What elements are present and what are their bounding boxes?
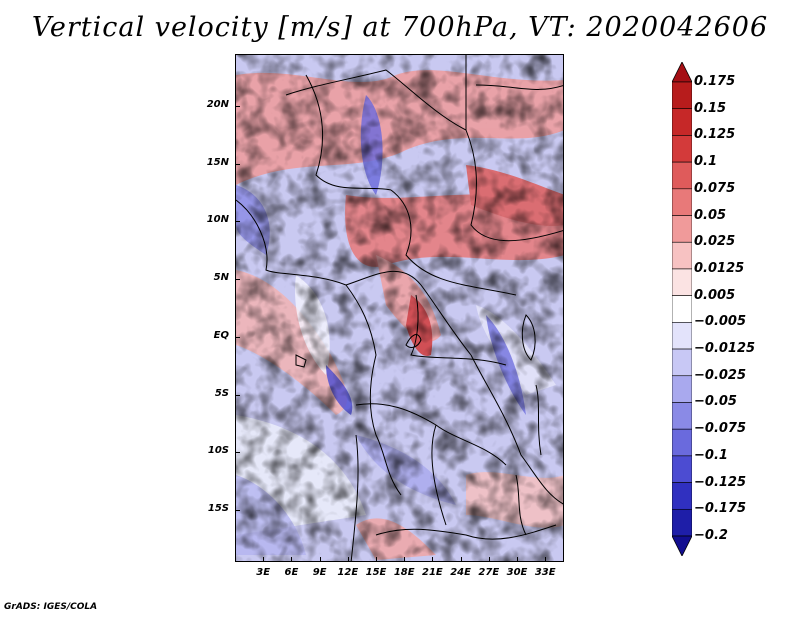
lon-tick-label: 15E xyxy=(365,567,387,578)
colorbar-segment xyxy=(672,268,692,296)
lon-tick-mark xyxy=(404,557,406,562)
map-panel xyxy=(235,54,564,562)
lat-tick-label: 5N xyxy=(213,272,229,284)
lat-tick-mark xyxy=(235,163,240,165)
colorbar-segment xyxy=(672,455,692,483)
colorbar-segment xyxy=(672,322,692,350)
lon-tick-mark xyxy=(376,557,377,562)
colorbar-segment xyxy=(672,375,692,403)
colorbar-segment xyxy=(672,188,692,216)
lon-tick-label: 27E xyxy=(478,567,500,578)
colorbar-label: 0.005 xyxy=(694,287,736,303)
lat-tick-mark xyxy=(235,105,240,107)
colorbar-label: 0.05 xyxy=(694,207,727,223)
colorbar-label: −0.175 xyxy=(694,501,747,517)
lon-tick-mark xyxy=(347,557,349,562)
colorbar-segment xyxy=(672,402,692,430)
colorbar-segment xyxy=(672,428,692,457)
colorbar-label: −0.05 xyxy=(694,394,737,410)
lon-tick-mark xyxy=(263,557,265,562)
colorbar-label: 0.1 xyxy=(694,154,718,170)
colorbar xyxy=(672,62,692,556)
colorbar-label: −0.0125 xyxy=(694,341,756,357)
colorbar-bottom-arrow xyxy=(672,535,692,556)
map-title: Vertical velocity [m/s] at 700hPa, VT: 2… xyxy=(31,12,769,43)
lat-tick-label: 20N xyxy=(206,98,229,110)
colorbar-label: −0.075 xyxy=(694,421,747,437)
lat-tick-label: 15S xyxy=(207,503,229,515)
lon-tick-mark xyxy=(545,557,547,562)
vertical-velocity-map xyxy=(236,55,563,561)
colorbar-label: −0.005 xyxy=(694,314,747,330)
country-borders xyxy=(236,55,563,561)
lon-tick-label: 6E xyxy=(284,567,299,578)
field-texture-white xyxy=(236,55,563,561)
lon-tick-mark xyxy=(319,557,321,562)
lon-tick-label: 3E xyxy=(256,567,271,578)
lat-tick-mark xyxy=(235,452,240,454)
lon-tick-label: 21E xyxy=(422,567,443,578)
colorbar-segment xyxy=(672,241,692,270)
colorbar-segment xyxy=(672,508,692,537)
lon-tick-label: 30E xyxy=(506,567,528,578)
colorbar-label: 0.0125 xyxy=(694,260,745,276)
lon-tick-mark xyxy=(291,557,293,562)
colorbar-segment xyxy=(672,161,692,190)
lon-tick-mark xyxy=(517,557,518,562)
lat-tick-label: EQ xyxy=(213,329,229,341)
lon-tick-label: 24E xyxy=(450,567,471,578)
lat-tick-label: 15N xyxy=(206,156,229,168)
credit-text: GrADS: IGES/COLA xyxy=(4,602,98,612)
colorbar-label: 0.15 xyxy=(694,100,727,116)
colorbar-label: −0.025 xyxy=(694,367,747,383)
lon-tick-label: 9E xyxy=(312,567,327,578)
colorbar-segment xyxy=(672,295,692,323)
lon-tick-mark xyxy=(460,557,462,562)
lat-tick-mark xyxy=(235,336,240,338)
colorbar-segment xyxy=(672,215,692,243)
lat-tick-mark xyxy=(235,510,240,512)
lat-tick-label: 5S xyxy=(214,387,229,399)
lat-tick-mark xyxy=(235,279,240,281)
lat-tick-mark xyxy=(235,394,240,396)
colorbar-segment xyxy=(672,135,692,163)
lat-tick-label: 10N xyxy=(206,214,229,226)
colorbar-label: −0.125 xyxy=(694,474,747,490)
colorbar-top-arrow xyxy=(672,62,692,83)
lon-tick-label: 18E xyxy=(393,567,415,578)
colorbar-segment xyxy=(672,108,692,136)
colorbar-label: 0.125 xyxy=(694,127,736,143)
lon-tick-label: 12E xyxy=(337,567,359,578)
colorbar-label: 0.075 xyxy=(694,180,736,196)
colorbar-label: −0.1 xyxy=(694,447,728,463)
colorbar-segment xyxy=(672,81,692,110)
colorbar-segment xyxy=(672,482,692,510)
lat-tick-label: 10S xyxy=(207,445,229,457)
colorbar-segment xyxy=(672,348,692,377)
colorbar-label: −0.2 xyxy=(694,528,728,543)
lon-tick-label: 33E xyxy=(534,567,556,578)
lat-tick-mark xyxy=(235,221,240,223)
lon-tick-mark xyxy=(488,557,490,562)
colorbar-label: 0.175 xyxy=(694,74,736,89)
lon-tick-mark xyxy=(432,557,434,562)
colorbar-label: 0.025 xyxy=(694,234,736,250)
